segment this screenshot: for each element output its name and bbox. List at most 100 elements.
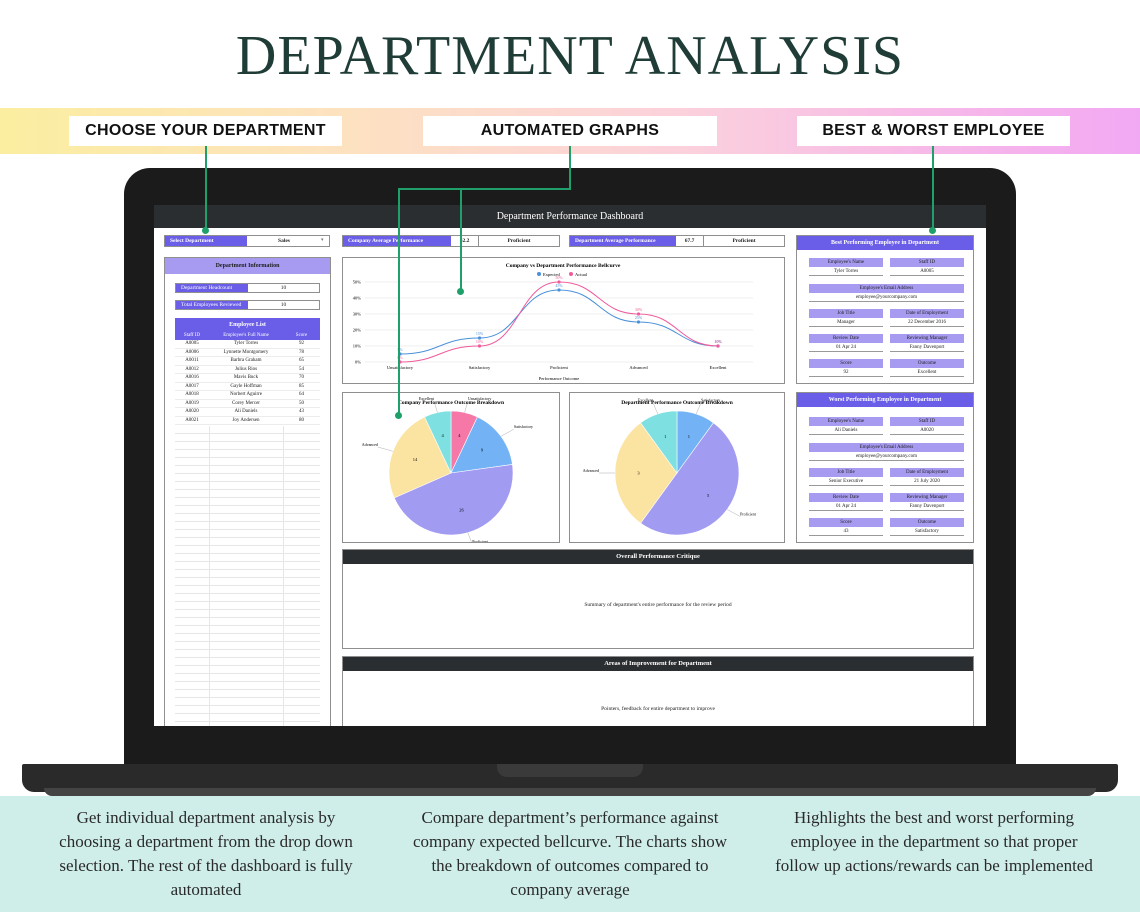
slice-category-label: Proficient [740,511,757,516]
best-job: Manager [809,318,883,327]
cell-full-name: Mavis Buck [233,375,259,380]
chevron-down-icon[interactable]: ▾ [321,238,324,243]
cell-staff-id: A0017 [185,383,199,389]
connector-dot-bell [457,288,464,295]
connector-graphs-bell [460,188,462,291]
y-tick-label: 10% [353,344,362,349]
slice-category-label: Satisfactory [701,398,720,403]
best-outcome: Excellent [890,368,964,377]
page-title: DEPARTMENT ANALYSIS [235,25,905,87]
department-average-field: Department Average Performance 67.7 Prof… [569,235,785,247]
legend-label: Expected [543,272,560,277]
department-select-value: Sales [278,238,290,244]
connector-best [932,146,934,230]
critique-title: Overall Performance Critique [343,550,973,564]
data-label: 0% [397,355,403,360]
legend-marker [537,272,541,276]
pie-slice [424,410,452,474]
x-tick-label: Unsatisfactory [387,365,414,370]
worst-id: A0020 [890,426,964,435]
connector-dot-pie [395,412,402,419]
caption-graphs: Compare department’s performance against… [412,808,728,899]
best-name-label: Employee's Name [809,258,883,267]
best-manager-label: Reviewing Manager [890,334,964,343]
critique-text[interactable]: Summary of department's entire performan… [584,602,732,608]
best-id: A0005 [890,267,964,276]
slice-value-label: 5 [707,493,710,498]
pie-slice [450,416,513,474]
reviewed-field: Total Employees Reviewed 10 [175,300,320,310]
data-label: 25% [635,315,643,320]
cell-score: 78 [299,349,304,355]
worst-email-label: Employee's Email Address [809,443,964,452]
cell-score: 50 [299,400,304,406]
worst-doe: 21 July 2020 [890,477,964,486]
dashboard-title: Department Performance Dashboard [154,205,986,228]
cell-full-name: Norbert Aguirre [229,392,263,397]
connector-graphs-pie [398,188,400,415]
leader-line [464,400,469,413]
cell-staff-id: A0006 [185,349,199,355]
best-outcome-label: Outcome [890,359,964,368]
cell-full-name: Ali Daniels [234,409,258,414]
slice-category-label: Unsatisfactory [468,396,491,401]
employee-list-body: A0005 Tyler Torres 92 A0006 Lynnette Montgom… [175,340,320,425]
best-name: Tyler Torres [809,267,883,276]
data-point [477,344,482,348]
company-average-field: Company Average Performance 62.2 Profici… [342,235,560,247]
chart-title: Company vs Department Performance Bellcu… [506,263,621,269]
employee-list-empty-rows [175,426,320,726]
cell-full-name: Tyler Torres [233,341,259,346]
header-staff-id: Staff ID [183,333,201,338]
worst-id-label: Staff ID [890,417,964,426]
slice-value-label: 14 [413,457,418,462]
department-pie-panel: Department Performance Outcome Breakdown… [569,392,785,543]
y-tick-label: 20% [353,328,362,333]
worst-score: 43 [809,527,883,536]
best-manager-card: Reviewing Manager Fanny Davenport [890,334,964,352]
cell-full-name: Barbra Graham [230,358,262,363]
cell-staff-id: A0019 [185,400,199,406]
y-tick-label: 0% [355,360,361,365]
header-score: Score [295,333,308,338]
cell-score: 43 [299,409,304,414]
worst-review: 01 Apr 24 [809,502,883,511]
best-review-label: Review Date [809,334,883,343]
connector-choose [205,146,207,230]
table-row: A0011 Barbra Graham 65 [175,357,320,366]
best-id-card: Staff ID A0005 [890,258,964,276]
best-review: 01 Apr 24 [809,343,883,352]
worst-email-card: Employee's Email Address employee@yourcom… [809,443,964,461]
table-row: A0020 Ali Daniels 43 [175,408,320,417]
chart-title: Company Performance Outcome Breakdown [398,400,504,406]
best-doe-label: Date of Employment [890,309,964,318]
worst-score-label: Score [809,518,883,527]
y-tick-label: 40% [353,296,362,301]
reviewed-label: Total Employees Reviewed [176,301,248,309]
data-label: 5% [397,347,403,352]
best-email-card: Employee's Email Address employee@yourcom… [809,284,964,302]
table-row: A0021 Joy Andersen 80 [175,417,320,425]
table-row: A0006 Lynnette Montgomery 78 [175,349,320,357]
worst-email: employee@yourcompany.com [809,452,964,461]
department-select[interactable]: Select Department Sales ▾ [164,235,330,247]
cell-score: 65 [299,358,304,363]
cell-score: 70 [299,375,304,380]
table-row: A0012 Julius Rios 54 [175,366,320,374]
leader-line [727,509,741,517]
cell-score: 64 [299,392,304,397]
feature-label-best-worst: BEST & WORST EMPLOYEE [797,116,1070,146]
slice-value-label: 26 [459,507,464,512]
best-id-label: Staff ID [890,258,964,267]
cell-score: 80 [299,417,304,423]
data-point [557,280,561,284]
improvement-text[interactable]: Pointers, feedback for entire department… [601,706,715,712]
worst-manager-card: Reviewing Manager Fanny Davenport [890,493,964,511]
best-score-label: Score [809,359,883,368]
slice-category-label: Excellent [419,396,435,401]
headcount-label: Department Headcount [176,284,248,292]
worst-outcome: Satisfactory [890,527,964,536]
cell-staff-id: A0005 [185,341,199,346]
connector-graphs-h [398,188,571,190]
data-label: 10% [714,339,722,344]
